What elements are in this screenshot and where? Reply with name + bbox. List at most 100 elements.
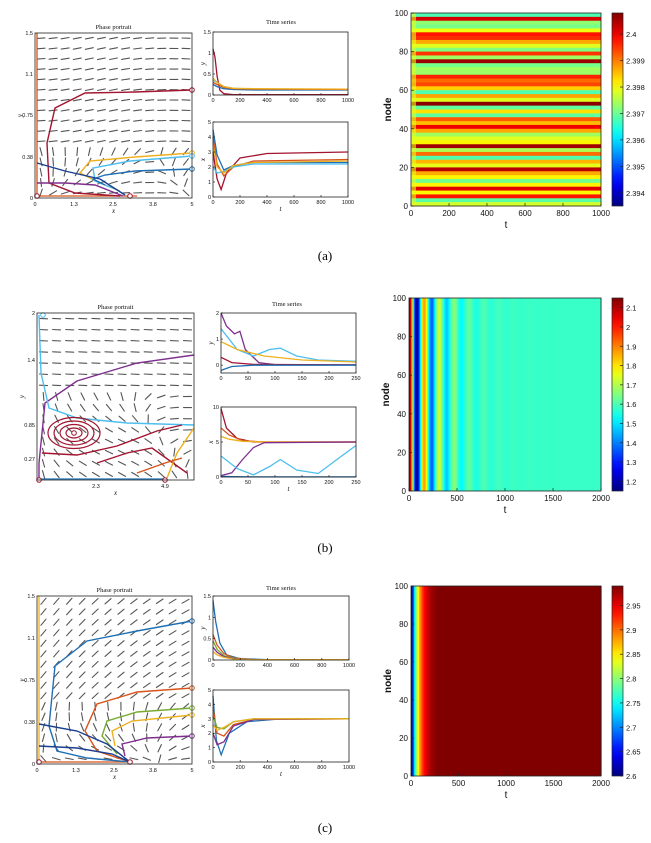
vector-field-arrow — [75, 157, 79, 167]
heatmap-col — [477, 298, 480, 491]
heatmap-row — [411, 167, 601, 172]
heatmap-col — [548, 298, 550, 491]
vector-field-arrow — [104, 449, 114, 455]
heatmap-col — [466, 298, 469, 491]
heatmap-col — [596, 586, 599, 776]
vector-field-arrow — [171, 157, 176, 167]
heatmap-col — [490, 586, 493, 776]
vector-field-arrow — [91, 460, 100, 466]
vector-field-arrow — [133, 392, 137, 401]
heatmap-col — [513, 298, 516, 491]
y-tick-label: 0 — [404, 772, 409, 781]
vector-field-arrow — [133, 47, 143, 50]
vector-field-arrow — [92, 403, 99, 412]
vector-field-arrow — [134, 148, 141, 156]
y-tick-label: 100 — [393, 294, 407, 303]
vector-field-arrow — [133, 68, 143, 71]
heatmap-col — [484, 298, 487, 491]
heatmap-col — [521, 586, 525, 776]
colorbar-tick-label: 2 — [626, 323, 630, 332]
heatmap-col — [426, 586, 430, 776]
heatmap-col — [535, 298, 537, 491]
vector-field-arrow — [41, 447, 46, 457]
heatmap-col — [540, 586, 544, 776]
vector-field-arrow — [181, 598, 190, 604]
heatmap-col — [414, 586, 417, 776]
vector-field-arrow — [142, 619, 151, 626]
heatmap-col — [412, 298, 415, 491]
heatmap-col — [479, 586, 482, 776]
phase-x-tick-label: 2.5 — [110, 768, 118, 774]
heatmap-col — [428, 586, 431, 776]
vector-field-arrow — [169, 406, 179, 409]
heatmap-col — [597, 298, 600, 491]
heatmap-col — [504, 586, 507, 776]
vector-field-arrow — [168, 630, 177, 636]
limit-cycle-ring — [65, 427, 83, 439]
vector-field-arrow — [119, 403, 125, 412]
colorbar-tick-label: 1.3 — [626, 458, 636, 467]
vector-field-arrow — [160, 147, 164, 156]
y-axis-label: node — [381, 382, 392, 406]
vector-field-arrow — [39, 188, 43, 198]
heatmap-col — [460, 298, 463, 491]
vector-field-arrow — [145, 78, 155, 81]
vector-field-arrow — [93, 712, 97, 722]
heatmap-col — [542, 298, 544, 491]
series-blue — [220, 364, 356, 372]
vector-field-arrow — [169, 395, 179, 398]
heatmap-col — [441, 298, 444, 491]
heatmap-row — [411, 113, 601, 118]
heatmap-col — [539, 298, 542, 491]
heatmap-col — [465, 298, 468, 491]
y-axis-label: y — [199, 61, 207, 66]
heatmap-col — [556, 586, 559, 776]
x-tick-label: 600 — [289, 98, 298, 104]
y-tick-label: 0 — [208, 760, 211, 766]
heatmap-col — [551, 298, 554, 491]
heatmap-col — [480, 586, 483, 776]
heatmap-row — [411, 16, 601, 22]
x-tick-label: 1000 — [342, 200, 354, 206]
heatmap-col — [430, 298, 433, 491]
vector-field-arrow — [91, 597, 99, 605]
heatmap-row — [411, 128, 601, 134]
phase-y-tick-label: 0.38 — [22, 155, 33, 161]
vector-field-arrow — [145, 68, 155, 70]
heatmap-col — [417, 298, 420, 491]
vector-field-arrow — [105, 723, 111, 732]
vector-field-arrow — [96, 191, 106, 194]
vector-field-arrow — [91, 692, 99, 700]
vector-field-arrow — [169, 702, 176, 710]
vector-field-arrow — [78, 460, 87, 466]
vector-field-arrow — [87, 147, 91, 157]
heatmap-col — [588, 586, 591, 776]
vector-field-arrow — [133, 109, 143, 112]
x-tick-label: 200 — [236, 765, 245, 771]
vector-field-arrow — [60, 78, 70, 81]
y-tick-label: 100 — [395, 9, 409, 18]
caption-c: (c) — [317, 820, 333, 835]
heatmap-col — [577, 298, 579, 491]
heatmap-col — [529, 586, 532, 776]
vector-field-arrow — [64, 157, 67, 167]
vector-field-arrow — [117, 661, 125, 668]
series-orange — [212, 634, 349, 661]
vector-field-arrow — [36, 119, 46, 122]
vector-field-arrow — [36, 37, 46, 39]
heatmap-col — [570, 586, 574, 776]
heatmap-col — [463, 586, 466, 776]
vector-field-arrow — [67, 403, 73, 412]
y-tick-label: 20 — [399, 163, 408, 172]
x-tick-label: 800 — [317, 765, 326, 771]
colorbar-tick-label: 2.9 — [626, 626, 636, 635]
x-tick-label: 800 — [316, 98, 325, 104]
heatmap-col — [502, 586, 506, 776]
y-tick-label: 100 — [395, 582, 409, 591]
phase-frame — [36, 595, 193, 765]
heatmap-col — [479, 298, 482, 491]
heatmap-col — [440, 298, 442, 491]
heatmap-col — [452, 298, 454, 491]
vector-field-arrow — [109, 139, 118, 143]
heatmap-col — [506, 298, 508, 491]
